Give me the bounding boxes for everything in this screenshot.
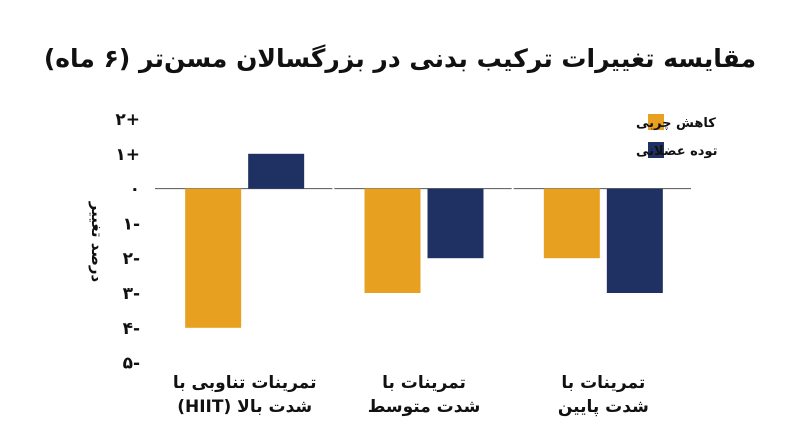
category-label: شدت بالا (HIIT)	[177, 397, 312, 417]
bars-layer	[185, 153, 663, 328]
y-tick-label: ۱+	[115, 145, 140, 165]
legend-label: توده عضلانی	[636, 144, 718, 159]
bar	[427, 188, 484, 259]
category-label: تمرینات با	[561, 373, 645, 393]
y-axis-label: درصد تغییر	[88, 201, 106, 283]
bar	[248, 153, 305, 189]
y-tick-label: ۴-	[123, 319, 140, 339]
y-tick-label: ۵-	[123, 354, 140, 374]
legend-layer: کاهش چربی توده عضلانی	[636, 114, 718, 159]
legend-swatch	[648, 114, 664, 130]
bar	[364, 188, 421, 293]
y-tick-label: ۳-	[123, 284, 140, 304]
y-tick-label: ۱-	[123, 214, 140, 234]
bar	[606, 188, 663, 293]
labels-layer: ۲+ ۱+ ۰ ۱- ۲- ۳- ۴- ۵- درصد تغییر تمرینات تناوبی …	[88, 110, 649, 417]
y-tick-label: ۲-	[123, 249, 140, 269]
y-tick-label: ۲+	[115, 110, 140, 130]
category-label: شدت پایین	[558, 397, 649, 417]
bar	[185, 188, 242, 328]
legend-label: کاهش چربی	[636, 116, 716, 131]
y-tick-label: ۰	[130, 180, 140, 200]
chart-title: مقایسه تغییرات ترکیب بدنی در بزرگسالان م…	[43, 44, 757, 73]
legend-swatch	[648, 142, 664, 158]
category-label: تمرینات با	[382, 373, 466, 393]
category-label: تمرینات تناوبی با	[173, 373, 317, 393]
category-label: شدت متوسط	[368, 397, 481, 417]
bar	[543, 188, 600, 259]
